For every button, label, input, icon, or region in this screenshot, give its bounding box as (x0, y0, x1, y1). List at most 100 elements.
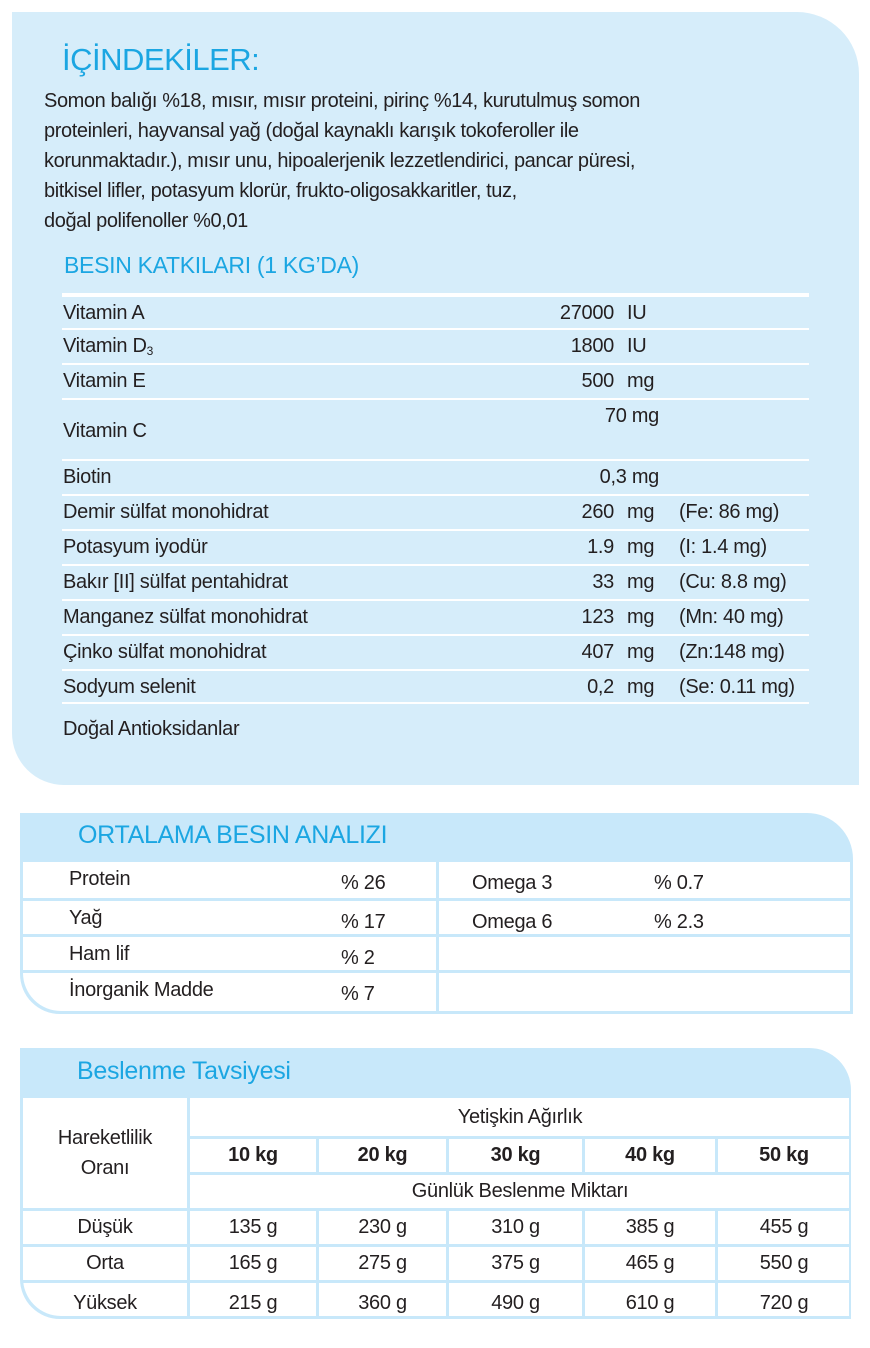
additive-element: (Mn: 40 mg) (679, 606, 784, 628)
ingredients-panel: İÇİNDEKİLER: Somon balığı %18, mısır, mı… (12, 12, 859, 785)
feeding-panel: Beslenme Tavsiyesi Hareketlilik Oranı Ye… (20, 1048, 851, 1319)
ingredients-line: proteinleri, hayvansal yağ (doğal kaynak… (44, 120, 579, 142)
additive-name-text: Sodyum selenit (63, 676, 196, 698)
additive-row: Bakır [II] sülfat pentahidrat 33 mg (Cu: 8.… (62, 564, 809, 599)
additive-unit: mg (627, 641, 655, 663)
feeding-table: Hareketlilik Oranı Yetişkin Ağırlık 10 k… (23, 1098, 849, 1316)
additive-name: Vitamin C (63, 420, 147, 443)
analysis-cell (439, 937, 850, 970)
additive-name: Biotin (63, 466, 112, 489)
ingredients-line: doğal polifenoller %0,01 (44, 210, 248, 232)
analysis-cell: Omega 3 % 0.7 (439, 862, 850, 898)
additive-name: Potasyum iyodür (63, 536, 208, 559)
additive-name: Çinko sülfat monohidrat (63, 641, 267, 664)
analysis-panel: ORTALAMA BESIN ANALIZI Protein % 26 Omega … (20, 813, 853, 1014)
additive-element: (I: 1.4 mg) (679, 536, 767, 558)
additives-title: BESIN KATKILARI (1 KG’DA) (64, 252, 359, 278)
additive-name-text: Potasyum iyodür (63, 536, 208, 558)
additives-footer: Doğal Antioksidanlar (63, 718, 240, 740)
activity-header-line: Oranı (80, 1157, 130, 1179)
activity-header-line: Hareketlilik (57, 1127, 153, 1149)
additive-name: Sodyum selenit (63, 676, 196, 699)
ingredients-line: korunmaktadır.), mısır unu, hipoalerjeni… (44, 150, 636, 172)
feeding-amount: 385 g (585, 1211, 715, 1244)
weight-header: Yetişkin Ağırlık (190, 1098, 849, 1136)
analysis-value: % 7 (341, 983, 375, 1005)
analysis-name: İnorganik Madde (69, 979, 214, 1001)
additive-name-text: Biotin (63, 466, 112, 488)
feeding-amount: 720 g (718, 1283, 849, 1316)
additive-name: Manganez sülfat monohidrat (63, 606, 308, 629)
additive-name-text: Demir sülfat monohidrat (63, 501, 269, 523)
additive-unit: IU (627, 335, 647, 357)
feeding-title: Beslenme Tavsiyesi (77, 1057, 291, 1085)
additive-name-text: Vitamin C (63, 420, 147, 442)
activity-header: Hareketlilik Oranı (23, 1098, 187, 1208)
additive-row: Çinko sülfat monohidrat 407 mg (Zn:148 mg) (62, 634, 809, 669)
analysis-value: % 17 (341, 911, 386, 933)
additive-unit: mg (627, 571, 655, 593)
additive-unit: IU (627, 302, 647, 324)
analysis-cell: Yağ % 17 (23, 901, 436, 934)
additive-value: 407 (581, 641, 615, 663)
feeding-amount: 135 g (190, 1211, 316, 1244)
additive-name: Vitamin A (63, 302, 145, 325)
additive-unit: mg (627, 501, 655, 523)
weight-column-header: 10 kg (190, 1139, 316, 1172)
additive-row: Biotin 0,3 mg (62, 459, 809, 494)
ingredients-title: İÇİNDEKİLER: (62, 42, 260, 77)
additive-value: 1.9 (587, 536, 614, 558)
additive-element: (Fe: 86 mg) (679, 501, 780, 523)
additive-row: Potasyum iyodür 1.9 mg (I: 1.4 mg) (62, 529, 809, 564)
additive-name: Bakır [II] sülfat pentahidrat (63, 571, 288, 594)
additive-row: Vitamin D3 1800 IU (62, 328, 809, 363)
additive-name: Vitamin E (63, 370, 146, 393)
additive-name-text: Çinko sülfat monohidrat (63, 641, 267, 663)
additive-element: (Zn:148 mg) (679, 641, 785, 663)
analysis-value: % 0.7 (654, 872, 704, 894)
additive-row: Vitamin A 27000 IU (62, 293, 809, 328)
feeding-amount: 360 g (319, 1283, 446, 1316)
analysis-cell: Ham lif % 2 (23, 937, 436, 970)
analysis-value: % 2 (341, 947, 375, 969)
additive-unit: mg (627, 536, 655, 558)
additive-value: 0,3 mg (599, 466, 660, 488)
feeding-amount: 230 g (319, 1211, 446, 1244)
analysis-title: ORTALAMA BESIN ANALIZI (78, 821, 388, 849)
additive-value: 500 (581, 370, 615, 392)
additive-name: Demir sülfat monohidrat (63, 501, 269, 524)
analysis-name: Yağ (69, 907, 103, 929)
activity-level: Orta (23, 1247, 187, 1280)
analysis-cell: İnorganik Madde % 7 (23, 973, 436, 1011)
additive-name: Vitamin D3 (63, 335, 153, 358)
additive-value: 27000 (559, 302, 614, 324)
analysis-value: % 26 (341, 872, 386, 894)
feeding-amount: 275 g (319, 1247, 446, 1280)
additive-value: 33 (592, 571, 614, 593)
feeding-amount: 610 g (585, 1283, 715, 1316)
additive-unit: mg (627, 676, 655, 698)
weight-column-header: 40 kg (585, 1139, 715, 1172)
weight-column-header: 30 kg (449, 1139, 582, 1172)
additive-name-text: Manganez sülfat monohidrat (63, 606, 308, 628)
analysis-cell: Omega 6 % 2.3 (439, 901, 850, 934)
analysis-name: Ham lif (69, 943, 130, 965)
additive-row: Demir sülfat monohidrat 260 mg (Fe: 86 mg) (62, 494, 809, 529)
additive-subscript: 3 (146, 344, 154, 358)
ingredients-line: bitkisel lifler, potasyum klorür, frukto… (44, 180, 517, 202)
additive-row: Vitamin E 500 mg (62, 363, 809, 398)
additive-name-text: Vitamin E (63, 370, 146, 392)
additive-value: 70 mg (604, 405, 659, 427)
analysis-name: Omega 3 (472, 872, 553, 894)
weight-column-header: 50 kg (718, 1139, 849, 1172)
analysis-cell (439, 973, 850, 1011)
additive-row: Sodyum selenit 0,2 mg (Se: 0.11 mg) (62, 669, 809, 704)
additive-row: Manganez sülfat monohidrat 123 mg (Mn: 40 m… (62, 599, 809, 634)
weight-column-header: 20 kg (319, 1139, 446, 1172)
feeding-amount: 490 g (449, 1283, 582, 1316)
feeding-amount: 215 g (190, 1283, 316, 1316)
feeding-amount: 165 g (190, 1247, 316, 1280)
analysis-cell: Protein % 26 (23, 862, 436, 898)
additive-unit: mg (627, 606, 655, 628)
analysis-value: % 2.3 (654, 911, 704, 933)
